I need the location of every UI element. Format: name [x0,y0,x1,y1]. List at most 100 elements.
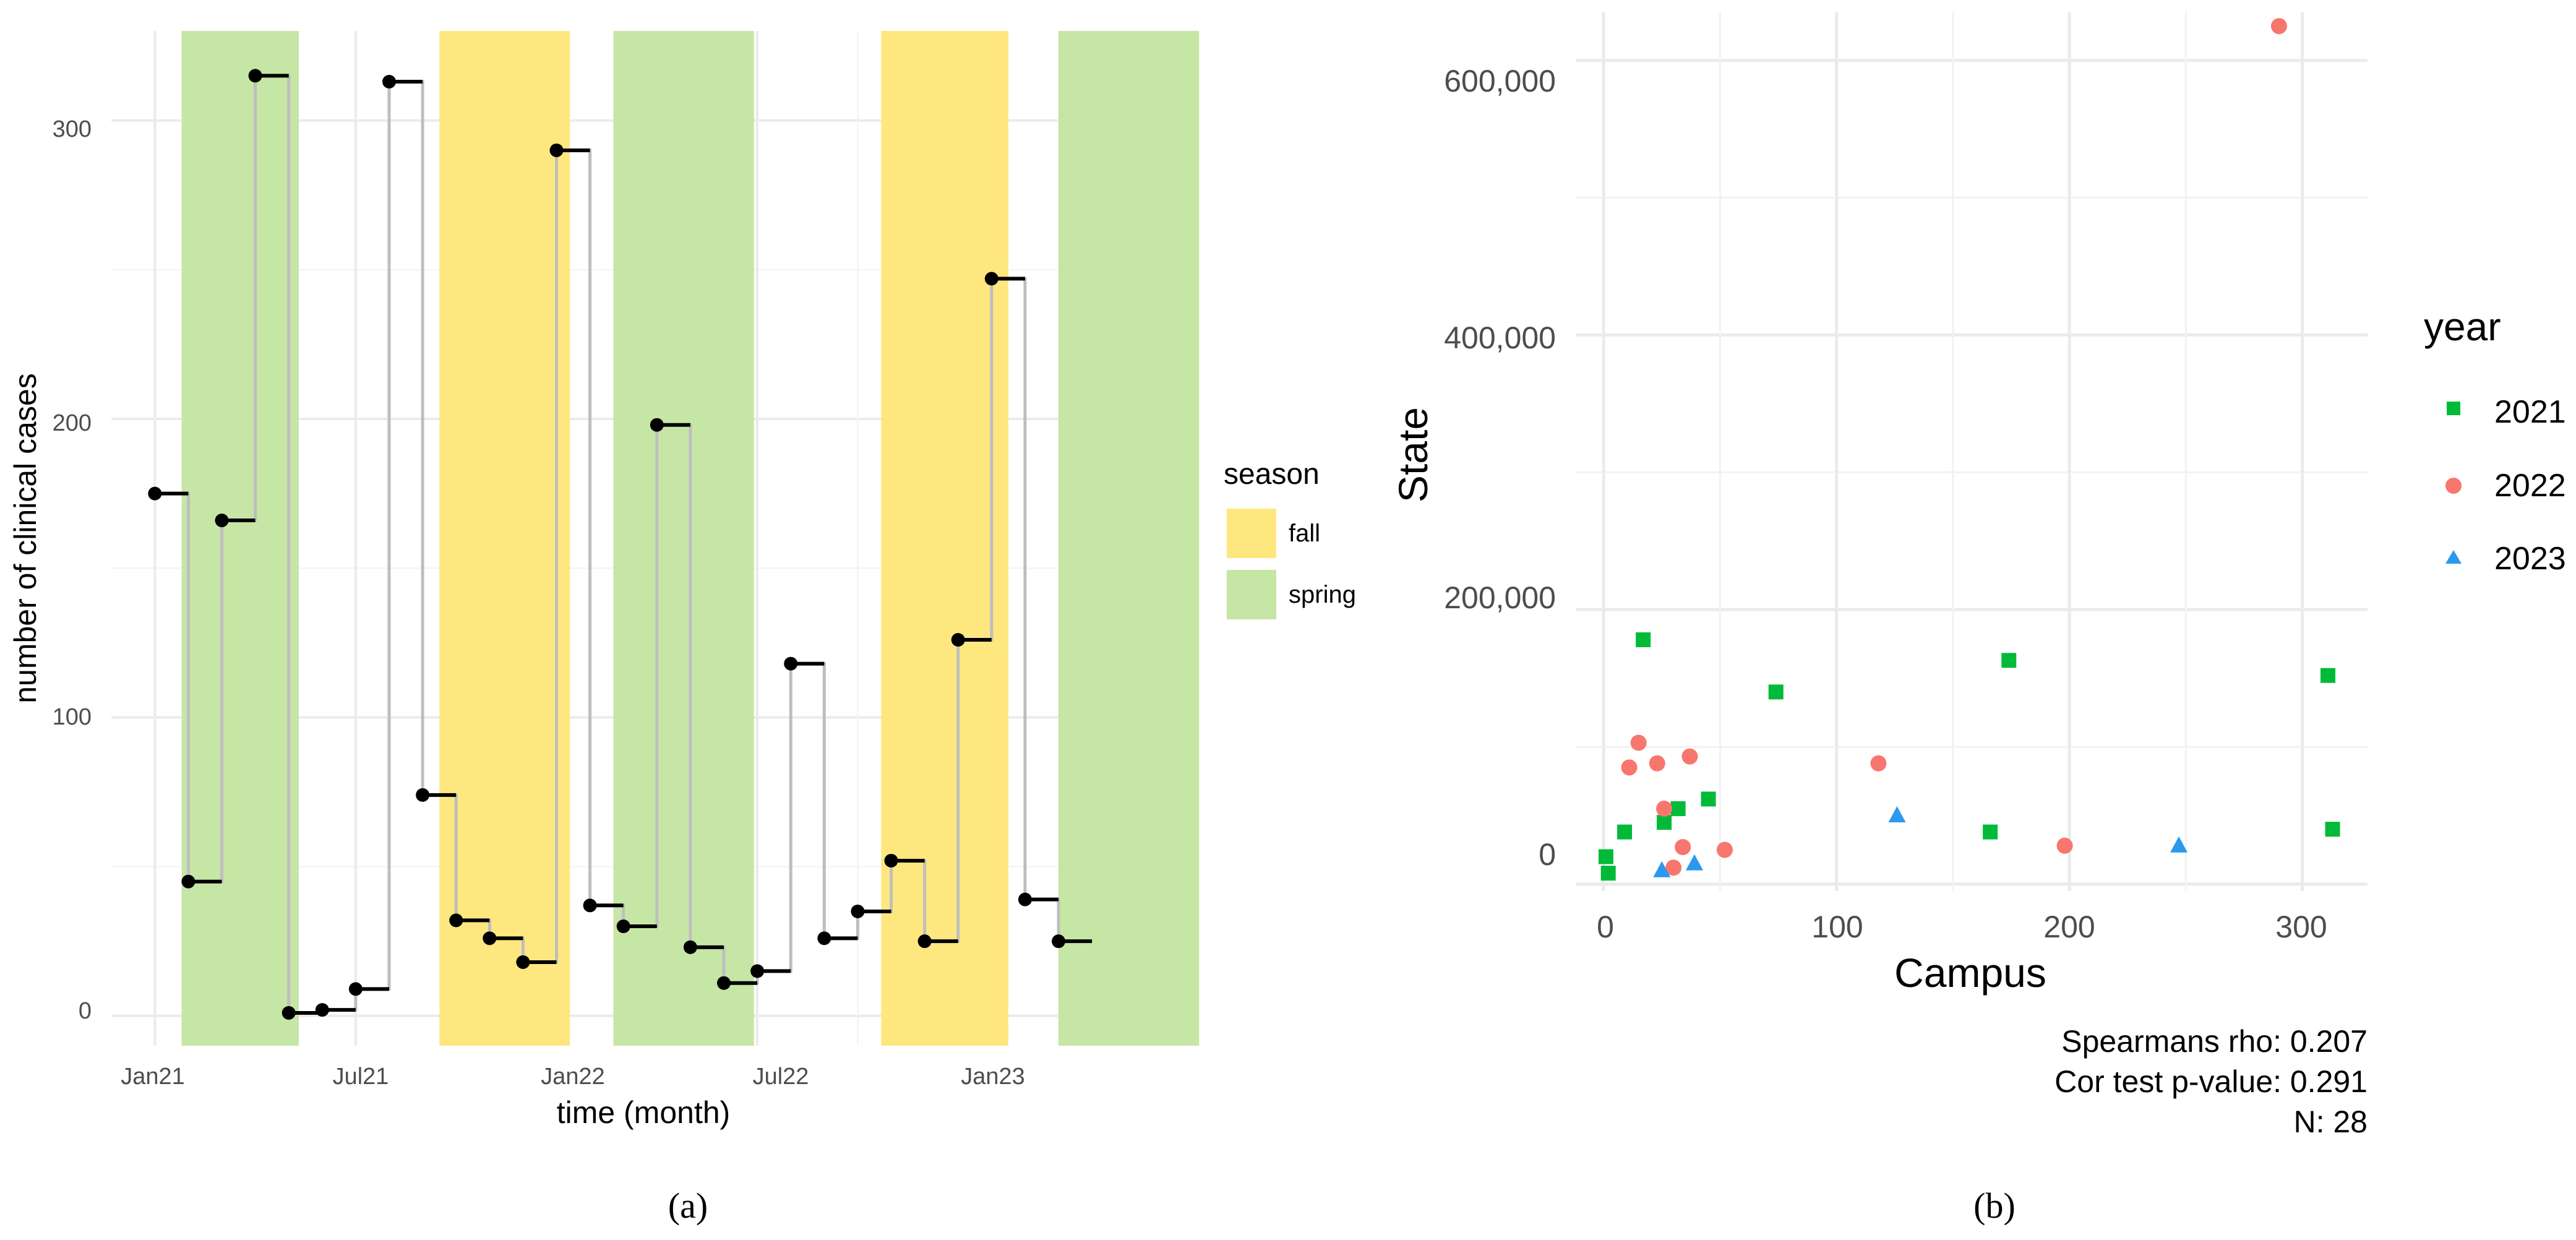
legend-title-year: year [2424,304,2501,349]
case-data-point [717,976,731,990]
point-2021 [2001,653,2017,668]
a-ytick-label: 300 [53,116,92,142]
point-2023 [1888,806,1906,822]
point-2021 [2325,822,2340,837]
point-2021 [2321,668,2335,683]
point-2023 [2170,836,2188,853]
b-xtick-label: 200 [2043,910,2095,944]
panel-b-points [1598,18,2340,881]
panel-b-x-axis-title: Campus [1894,950,2046,996]
panel-a-legend: season fall spring [1224,458,1356,619]
b-ytick-label: 200,000 [1444,580,1556,615]
b-xtick-label: 300 [2275,910,2327,944]
panel-a-x-tick-labels: Jan21 Jul21 Jan22 Jul22 Jan23 [121,1064,1025,1090]
case-data-point [1018,892,1032,906]
a-ytick-label: 200 [53,410,92,436]
b-xtick-label: 0 [1597,910,1614,944]
a-xtick-label: Jul22 [753,1064,809,1090]
point-2021 [1983,824,1998,840]
legend-key-2023-triangle [2445,550,2462,564]
case-data-point [784,657,798,671]
case-data-point [382,75,397,88]
panel-b-stats-annotation: Spearmans rho: 0.207 Cor test p-value: 0… [2054,1024,2368,1139]
point-2022 [2270,18,2287,35]
case-data-point [750,964,765,978]
panel-b-plot-background [1576,12,2368,903]
point-2022 [1656,800,1673,817]
point-2023 [1686,854,1703,871]
legend-label-2022: 2022 [2494,468,2566,504]
panel-a-y-tick-labels: 0 100 200 300 [53,116,92,1024]
legend-key-spring [1227,570,1276,619]
case-data-point [917,934,932,949]
case-data-point [951,633,965,647]
case-data-point [851,904,865,918]
caption-b: (b) [1973,1186,2016,1226]
case-data-point [248,69,262,83]
legend-label-spring: spring [1289,581,1356,608]
sample-size-text: N: 28 [2293,1104,2368,1139]
case-data-point [348,982,363,996]
case-data-point [817,931,831,945]
case-data-point [449,913,463,928]
point-2021 [1768,684,1784,700]
legend-title-season: season [1224,458,1320,491]
point-2022 [1649,755,1665,772]
case-data-point [616,919,630,934]
caption-a: (a) [668,1186,708,1226]
case-data-point [215,514,229,528]
panel-a-season-bands [181,31,1200,1046]
a-ytick-label: 100 [53,704,92,730]
case-data-point [549,143,564,157]
season-band-spring [181,31,299,1046]
case-data-point [583,898,597,913]
point-2022 [1716,842,1733,858]
point-2022 [1621,759,1638,776]
point-2022 [1665,859,1682,876]
legend-key-fall [1227,509,1276,558]
point-2022 [1681,748,1698,765]
a-ytick-label: 0 [79,998,92,1024]
case-data-point [181,874,195,889]
point-2021 [1670,801,1686,816]
legend-key-2022-circle [2445,478,2462,494]
point-2021 [1617,824,1633,840]
panel-b-legend: year 2021 2022 2023 [2424,304,2566,577]
b-ytick-label: 400,000 [1444,321,1556,355]
legend-label-fall: fall [1289,520,1320,547]
spearman-rho-text: Spearmans rho: 0.207 [2061,1024,2368,1059]
panel-b-y-tick-labels: 0 200,000 400,000 600,000 [1444,64,1556,872]
b-xtick-label: 100 [1811,910,1863,944]
b-ytick-label: 0 [1539,837,1556,872]
point-2022 [1870,755,1887,772]
panel-a-series [148,69,1093,1020]
case-data-point [148,486,162,501]
case-data-point [516,955,530,969]
legend-label-2023: 2023 [2494,541,2566,577]
a-xtick-label: Jan21 [121,1064,185,1090]
panel-a-y-axis-title: number of clinical cases [8,373,43,704]
point-2021 [1600,866,1616,881]
case-data-point [315,1003,329,1017]
point-2022 [2056,837,2073,854]
point-2023 [1653,861,1671,877]
point-2021 [1598,849,1613,864]
a-xtick-label: Jul21 [333,1064,389,1090]
season-band-fall [881,31,1008,1046]
case-data-point [984,272,998,286]
season-band-fall [439,31,570,1046]
panel-a-x-axis-title: time (month) [557,1095,731,1130]
case-data-point [650,418,664,432]
case-data-point [1052,934,1066,949]
point-2022 [1675,839,1691,855]
case-data-point [483,931,497,945]
point-2022 [1630,734,1647,751]
point-2021 [1657,815,1672,830]
point-2021 [1701,791,1716,807]
case-data-point [281,1005,296,1020]
case-data-point [683,940,697,954]
b-ytick-label: 600,000 [1444,64,1556,98]
case-data-point [416,788,430,802]
season-band-spring [1058,31,1200,1046]
